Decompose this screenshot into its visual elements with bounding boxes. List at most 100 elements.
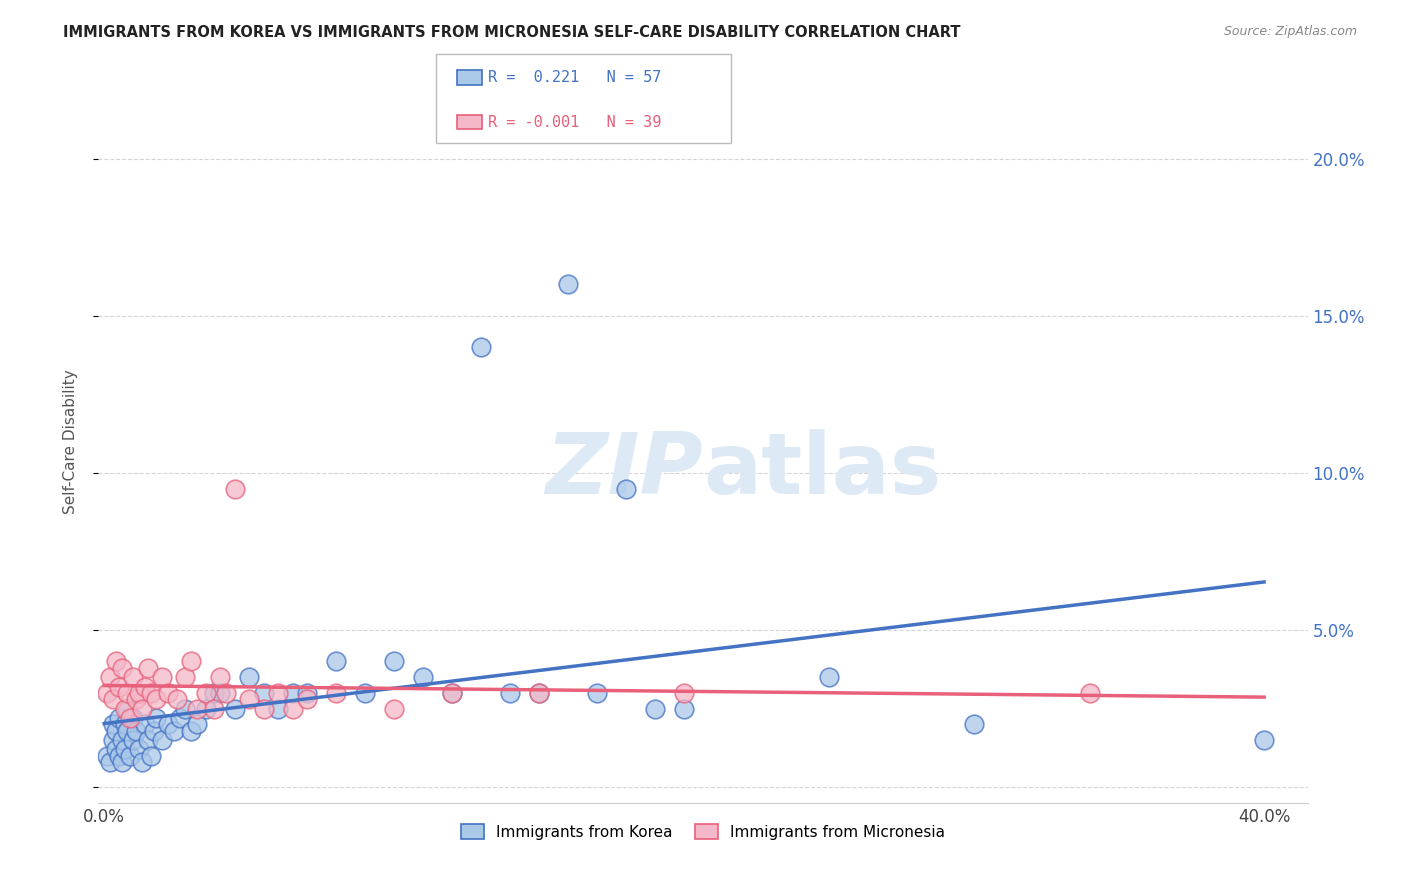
Point — [139, 748, 162, 763]
Point — [150, 733, 173, 747]
Point — [180, 655, 202, 669]
Point — [194, 686, 217, 700]
Point — [325, 686, 347, 700]
Point — [117, 686, 139, 700]
Point — [382, 701, 405, 715]
Point — [818, 670, 841, 684]
Point — [441, 686, 464, 700]
Text: R = -0.001   N = 39: R = -0.001 N = 39 — [488, 115, 661, 129]
Text: Source: ZipAtlas.com: Source: ZipAtlas.com — [1223, 25, 1357, 38]
Point — [382, 655, 405, 669]
Point — [267, 686, 290, 700]
Point — [1078, 686, 1101, 700]
Point — [134, 680, 156, 694]
Point — [186, 717, 208, 731]
Point — [238, 692, 260, 706]
Point — [128, 686, 150, 700]
Point — [295, 686, 318, 700]
Point — [145, 692, 167, 706]
Text: atlas: atlas — [703, 429, 941, 512]
Point — [186, 701, 208, 715]
Point — [107, 748, 129, 763]
Point — [441, 686, 464, 700]
Point — [238, 670, 260, 684]
Point — [101, 692, 124, 706]
Point — [110, 755, 132, 769]
Point — [295, 692, 318, 706]
Point — [963, 717, 986, 731]
Point — [224, 701, 246, 715]
Text: ZIP: ZIP — [546, 429, 703, 512]
Point — [98, 670, 121, 684]
Point — [145, 711, 167, 725]
Point — [117, 701, 139, 715]
Point — [107, 680, 129, 694]
Point — [150, 670, 173, 684]
Point — [1253, 733, 1275, 747]
Point — [122, 711, 145, 725]
Point — [136, 661, 159, 675]
Point — [131, 701, 153, 715]
Point — [125, 692, 148, 706]
Point — [412, 670, 434, 684]
Legend: Immigrants from Korea, Immigrants from Micronesia: Immigrants from Korea, Immigrants from M… — [454, 818, 952, 846]
Point — [142, 723, 165, 738]
Point — [120, 711, 142, 725]
Point — [134, 717, 156, 731]
Point — [98, 755, 121, 769]
Text: IMMIGRANTS FROM KOREA VS IMMIGRANTS FROM MICRONESIA SELF-CARE DISABILITY CORRELA: IMMIGRANTS FROM KOREA VS IMMIGRANTS FROM… — [63, 25, 960, 40]
Point — [673, 686, 696, 700]
Point — [586, 686, 609, 700]
Point — [527, 686, 550, 700]
Point — [120, 748, 142, 763]
Point — [156, 686, 179, 700]
Point — [110, 661, 132, 675]
Point — [96, 748, 118, 763]
Point — [114, 701, 136, 715]
Point — [163, 723, 186, 738]
Point — [104, 655, 127, 669]
Point — [354, 686, 377, 700]
Point — [114, 717, 136, 731]
Point — [117, 723, 139, 738]
Point — [325, 655, 347, 669]
Point — [125, 723, 148, 738]
Point — [215, 686, 238, 700]
Point — [267, 701, 290, 715]
Y-axis label: Self-Care Disability: Self-Care Disability — [63, 369, 77, 514]
Point — [107, 711, 129, 725]
Point — [499, 686, 522, 700]
Point — [202, 686, 225, 700]
Point — [180, 723, 202, 738]
Point — [253, 701, 276, 715]
Point — [202, 701, 225, 715]
Point — [209, 670, 232, 684]
Point — [644, 701, 666, 715]
Point — [122, 733, 145, 747]
Point — [114, 742, 136, 756]
Point — [281, 701, 304, 715]
Point — [131, 755, 153, 769]
Point — [104, 723, 127, 738]
Point — [209, 686, 232, 700]
Point — [139, 686, 162, 700]
Point — [470, 340, 492, 354]
Point — [614, 482, 637, 496]
Point — [281, 686, 304, 700]
Point — [527, 686, 550, 700]
Point — [96, 686, 118, 700]
Point — [174, 701, 197, 715]
Point — [104, 742, 127, 756]
Point — [557, 277, 579, 292]
Point — [101, 733, 124, 747]
Point — [156, 717, 179, 731]
Point — [136, 733, 159, 747]
Point — [169, 711, 191, 725]
Point — [128, 742, 150, 756]
Point — [673, 701, 696, 715]
Point — [224, 482, 246, 496]
Point — [174, 670, 197, 684]
Point — [166, 692, 188, 706]
Point — [253, 686, 276, 700]
Point — [110, 733, 132, 747]
